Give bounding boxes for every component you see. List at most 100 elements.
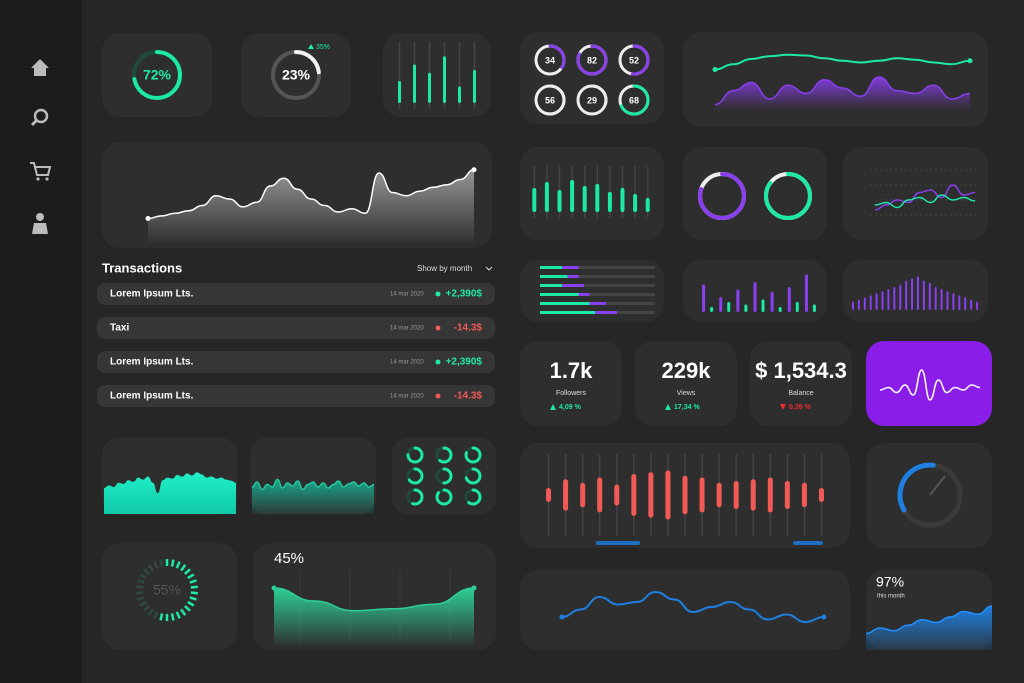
bar	[970, 299, 973, 310]
label: 45%	[274, 550, 304, 567]
label: 55%	[153, 582, 181, 598]
bar	[881, 291, 884, 310]
bar	[595, 184, 600, 212]
card	[241, 33, 351, 117]
bar	[767, 477, 773, 513]
ring-value	[464, 467, 482, 485]
progress-tick	[187, 600, 195, 607]
bar	[620, 188, 625, 212]
label: 0,39 %	[789, 404, 812, 411]
progress-tick	[175, 611, 181, 619]
needle	[929, 475, 946, 496]
label: Followers	[556, 390, 586, 397]
area	[104, 472, 236, 514]
label: 35%	[316, 44, 330, 51]
line	[251, 478, 375, 491]
status-dot	[435, 359, 441, 365]
bar	[916, 276, 919, 310]
bar	[699, 477, 705, 513]
line	[874, 184, 976, 211]
bar	[562, 266, 579, 269]
bar	[702, 284, 706, 312]
label: 229k	[662, 358, 712, 383]
ring-value	[406, 488, 424, 506]
transaction-row[interactable]	[97, 385, 495, 407]
label: 82	[587, 55, 597, 65]
bar	[857, 299, 860, 310]
transaction-row[interactable]	[97, 351, 495, 373]
label: Taxi	[110, 323, 129, 334]
bar	[719, 297, 723, 312]
bar	[801, 482, 807, 508]
bar	[557, 190, 562, 212]
bar	[863, 297, 866, 310]
ring-value	[464, 446, 482, 464]
label: Lorem Ipsum Lts.	[110, 357, 194, 368]
bar	[812, 304, 816, 312]
end-dot	[967, 58, 973, 64]
bar	[869, 295, 872, 310]
label: 14 mar 2020	[390, 292, 424, 298]
bar	[911, 278, 914, 310]
label: 97%	[876, 574, 904, 590]
transaction-row[interactable]	[97, 317, 495, 339]
user-icon[interactable]	[32, 213, 48, 234]
progress-tick	[183, 568, 191, 575]
label: Lorem Ipsum Lts.	[110, 391, 194, 402]
bar	[753, 282, 757, 312]
bar	[532, 188, 537, 212]
bar	[922, 280, 925, 310]
scroll	[793, 541, 823, 545]
progress-tick	[159, 613, 164, 621]
label: 29	[587, 95, 597, 105]
ring-value	[435, 467, 453, 485]
bar	[631, 474, 637, 516]
line	[273, 587, 475, 612]
end-dot	[271, 585, 277, 591]
label: 1.7k	[550, 358, 594, 383]
card	[520, 147, 664, 240]
bar	[540, 311, 595, 314]
ring-value	[698, 172, 746, 220]
bar	[607, 192, 612, 212]
label: 14 mar 2020	[390, 326, 424, 332]
bar-track	[540, 275, 655, 278]
cart-icon[interactable]	[30, 162, 52, 181]
end-dot	[471, 585, 477, 591]
transaction-row[interactable]	[97, 283, 495, 305]
bar	[595, 311, 617, 314]
search-icon[interactable]	[30, 108, 49, 127]
card	[383, 33, 491, 117]
status-dot	[435, 325, 441, 331]
bar	[546, 488, 552, 502]
bar	[733, 481, 739, 509]
status-dot	[435, 291, 441, 297]
progress-tick	[170, 559, 175, 567]
card	[102, 543, 237, 650]
area	[866, 606, 992, 650]
bar	[645, 198, 650, 212]
label: $ 1,534.3	[755, 358, 847, 383]
area	[715, 77, 970, 110]
bar	[648, 472, 654, 518]
bar	[795, 302, 799, 312]
card	[520, 32, 664, 124]
label: 14 mar 2020	[390, 394, 424, 400]
bar-track	[540, 266, 655, 269]
home-icon[interactable]	[31, 59, 49, 76]
trend-up	[550, 404, 556, 410]
progress-tick	[189, 596, 197, 601]
progress-tick	[187, 573, 195, 580]
label: Show by month	[417, 264, 472, 273]
bar	[716, 482, 722, 508]
chevron	[485, 266, 493, 271]
card	[102, 33, 212, 117]
bar	[928, 282, 931, 310]
card	[683, 32, 988, 127]
card	[520, 570, 850, 650]
bar	[887, 289, 890, 310]
progress-tick	[159, 559, 164, 567]
label: Balance	[788, 390, 813, 397]
